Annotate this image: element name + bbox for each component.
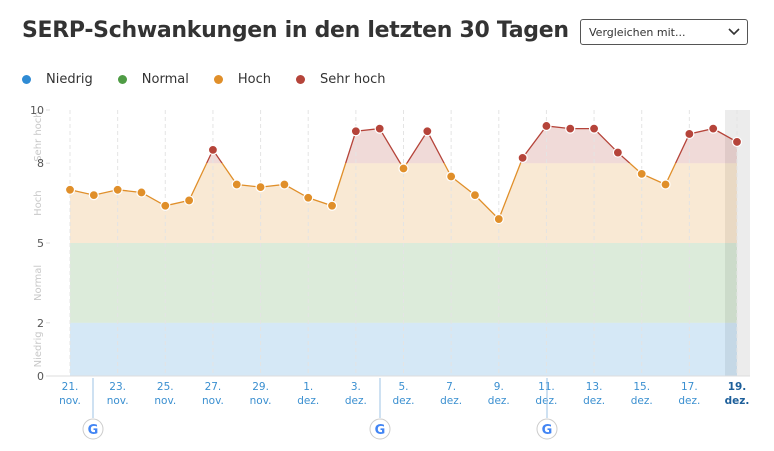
x-tick-label: 23. nov. <box>107 381 129 407</box>
x-tick-label: 3. dez. <box>345 381 367 407</box>
legend-swatch <box>117 75 127 84</box>
legend-label: Hoch <box>237 72 271 87</box>
x-tick-label: 25. nov. <box>154 381 176 407</box>
dropdown-label: Vergleichen mit... <box>589 26 686 39</box>
compare-dropdown[interactable]: Vergleichen mit... <box>580 19 748 45</box>
legend-label: Sehr hoch <box>319 72 386 87</box>
google-updates <box>92 378 548 418</box>
point <box>684 128 695 140</box>
point <box>612 147 623 158</box>
point <box>350 126 361 137</box>
point <box>708 123 719 134</box>
point <box>398 163 409 174</box>
point <box>731 136 743 148</box>
legend-item[interactable]: Hoch <box>213 72 271 87</box>
x-tick-label: 29. nov. <box>250 381 272 407</box>
point <box>588 123 600 134</box>
x-tick-label: 7. dez. <box>440 381 462 407</box>
svg-text:G: G <box>542 423 553 438</box>
point <box>517 152 528 163</box>
y-tick-label: 2 <box>37 317 44 330</box>
x-tick-label: 1. dez. <box>297 381 319 407</box>
svg-text:G: G <box>375 423 386 438</box>
point <box>64 184 76 195</box>
point <box>231 179 242 190</box>
point <box>112 184 123 195</box>
point <box>541 120 552 132</box>
x-tick-label: 15. dez. <box>631 381 653 407</box>
y-tick-label: 5 <box>37 237 44 250</box>
x-tick-label: 11. dez. <box>535 381 557 407</box>
title: SERP-Schwankungen in den letzten 30 Tage… <box>22 18 569 43</box>
point <box>326 200 338 211</box>
point <box>136 187 147 198</box>
point <box>446 171 457 182</box>
legend-swatch <box>295 75 305 84</box>
google-icons: G G G <box>82 418 558 440</box>
band-label: Niedrig <box>33 331 44 367</box>
legend-item[interactable]: Sehr hoch <box>295 72 386 87</box>
point <box>88 190 99 201</box>
y-tick-label: 10 <box>30 104 44 117</box>
svg-text:G: G <box>88 423 99 438</box>
band-label: Hoch <box>33 190 44 215</box>
band-label: Normal <box>33 265 44 301</box>
point <box>279 179 290 190</box>
band <box>70 243 737 323</box>
point <box>660 179 671 190</box>
point <box>422 126 433 137</box>
x-tick-label: 17. dez. <box>678 381 700 407</box>
x-tick-label: 5. dez. <box>393 381 415 407</box>
chevron <box>728 28 740 36</box>
legend-swatch <box>22 75 31 84</box>
legend-item[interactable]: Niedrig <box>22 72 93 87</box>
legend: Niedrig Normal Hoch Sehr hoch <box>22 72 411 87</box>
point <box>469 190 481 201</box>
x-tick-label: 9. dez. <box>488 381 510 407</box>
legend-label: Normal <box>141 72 189 87</box>
point <box>303 192 314 203</box>
point <box>493 213 504 225</box>
point <box>207 144 219 155</box>
x-tick-label: 19. dez. <box>725 381 750 407</box>
x-tick-label: 21. nov. <box>59 381 81 407</box>
y-tick-label: 8 <box>37 157 44 170</box>
y-tick-label: 0 <box>37 370 44 383</box>
point <box>184 195 195 206</box>
point <box>565 123 576 134</box>
point <box>636 168 647 179</box>
point <box>160 200 171 211</box>
legend-label: Niedrig <box>46 72 93 87</box>
x-tick-label: 27. nov. <box>202 381 224 407</box>
x-tick-label: 13. dez. <box>583 381 605 407</box>
point <box>374 123 385 134</box>
legend-swatch <box>213 75 223 84</box>
point <box>255 182 266 193</box>
band-label: Sehr hoch <box>33 111 44 161</box>
legend-item[interactable]: Normal <box>117 72 189 87</box>
